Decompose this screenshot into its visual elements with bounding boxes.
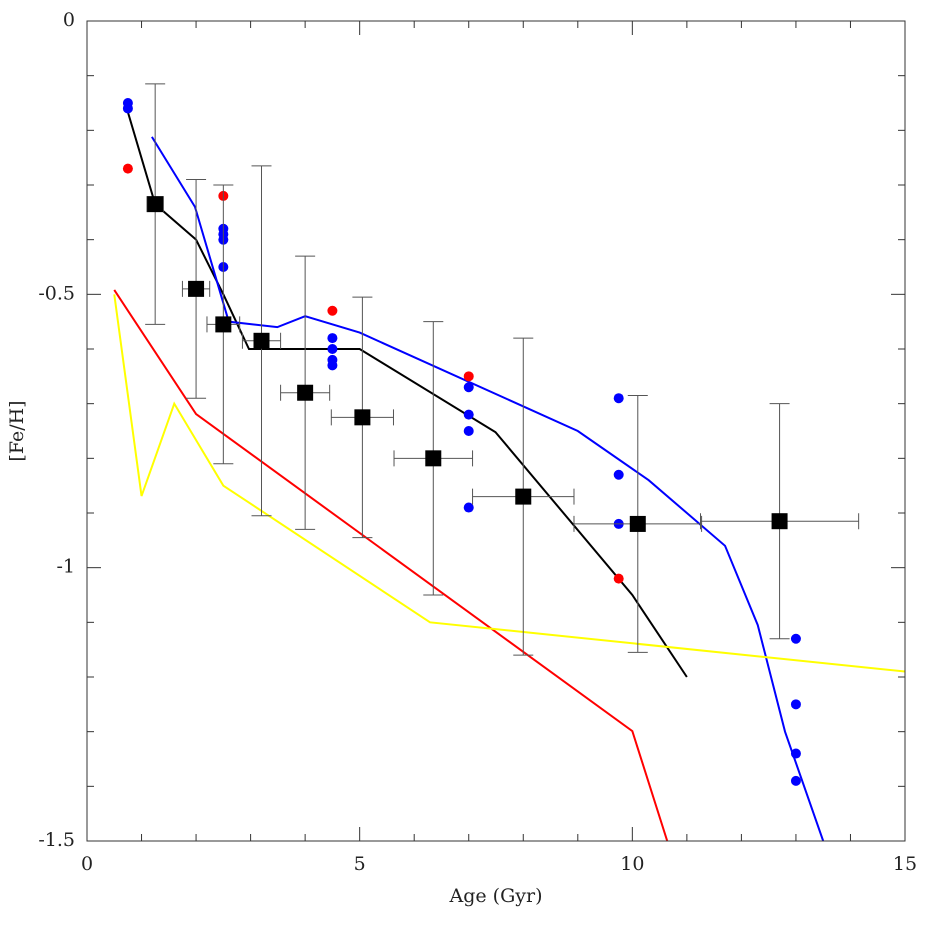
dot xyxy=(327,344,338,354)
square-marker xyxy=(188,280,205,297)
x-axis-title: Age (Gyr) xyxy=(449,885,543,907)
y-tick-label: -1 xyxy=(56,556,75,578)
dot xyxy=(122,163,133,174)
plot-frame xyxy=(86,20,906,842)
square-marker xyxy=(629,515,646,532)
square-marker xyxy=(253,332,270,349)
square-marker xyxy=(771,513,788,530)
dot xyxy=(613,393,624,404)
dot xyxy=(613,469,624,480)
dot xyxy=(463,409,474,420)
y-tick-label: -0.5 xyxy=(38,282,75,304)
dot xyxy=(790,748,801,759)
square-marker xyxy=(515,488,532,505)
square-marker xyxy=(215,316,232,333)
dot xyxy=(463,426,474,436)
plot-area xyxy=(113,83,905,841)
dot xyxy=(463,371,474,382)
dot xyxy=(327,360,338,371)
line xyxy=(113,294,905,673)
line xyxy=(125,108,688,678)
dot xyxy=(327,333,338,344)
y-axis-title: [Fe/H] xyxy=(6,400,28,461)
dot xyxy=(613,573,624,584)
square-marker xyxy=(354,409,371,426)
dot xyxy=(327,305,338,316)
dot xyxy=(463,502,474,513)
x-tick-label: 5 xyxy=(354,853,366,875)
dot xyxy=(790,775,801,786)
square-marker xyxy=(297,384,314,401)
x-tick-label: 15 xyxy=(893,853,917,875)
dot xyxy=(463,382,474,393)
dot xyxy=(122,103,133,114)
line xyxy=(151,136,825,841)
line xyxy=(113,289,669,841)
square-marker xyxy=(147,196,164,213)
x-tick-label: 0 xyxy=(81,853,93,875)
x-tick-label: 10 xyxy=(620,853,644,875)
y-tick-label: 0 xyxy=(63,9,75,31)
y-tick-label: -1.5 xyxy=(38,829,75,851)
square-marker xyxy=(425,450,442,467)
dot xyxy=(790,699,801,710)
dot xyxy=(790,633,801,644)
